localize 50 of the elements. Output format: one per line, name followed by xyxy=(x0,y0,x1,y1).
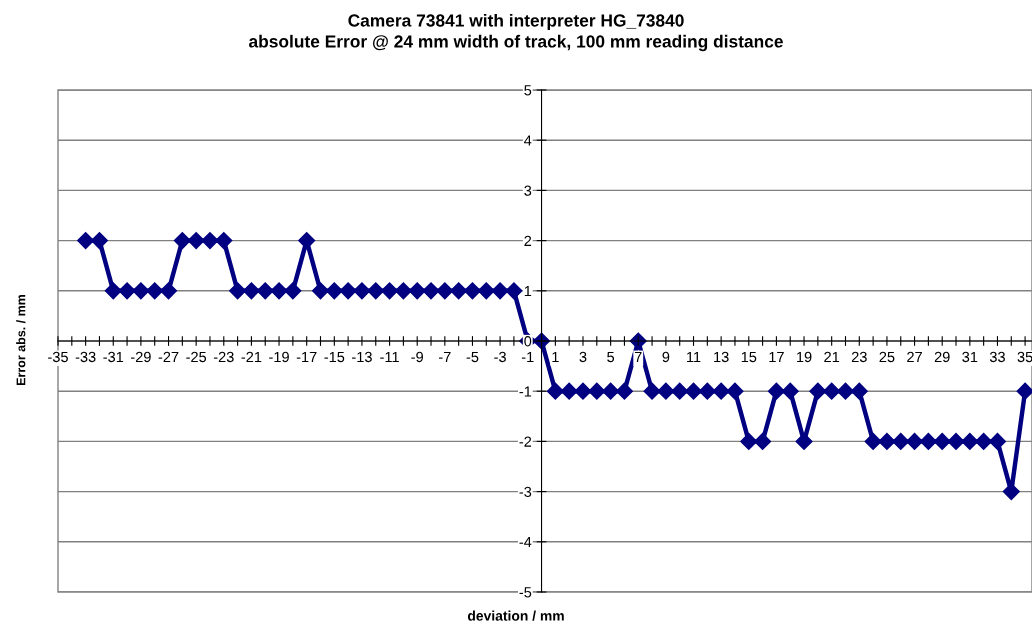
x-tick-label: 15 xyxy=(741,351,757,363)
x-tick-label: -5 xyxy=(466,351,479,363)
y-tick-label: 1 xyxy=(524,286,532,297)
x-tick-label: -9 xyxy=(411,351,423,363)
y-axis-title: Error abs. / mm xyxy=(16,294,26,386)
y-tick-label: -5 xyxy=(519,587,532,598)
chart-title: Camera 73841 with interpreter HG_73840 xyxy=(348,13,684,31)
x-tick-label: 35 xyxy=(1017,351,1032,363)
x-tick-label: -3 xyxy=(494,351,506,363)
x-tick-label: -25 xyxy=(186,351,207,363)
x-tick-label: -11 xyxy=(380,351,399,362)
y-tick-label: 3 xyxy=(524,185,532,196)
x-tick-label: 23 xyxy=(851,351,867,363)
x-tick-label: 5 xyxy=(607,351,615,363)
x-tick-label: 21 xyxy=(824,351,840,362)
x-tick-label: -15 xyxy=(324,351,345,363)
y-tick-label: 0 xyxy=(524,336,532,347)
x-tick-label: -33 xyxy=(75,351,96,363)
x-tick-label: 29 xyxy=(934,351,950,363)
x-tick-label: -17 xyxy=(296,351,317,362)
x-tick-label: 27 xyxy=(907,351,922,362)
x-tick-label: 19 xyxy=(797,351,812,363)
x-tick-label: 3 xyxy=(579,351,587,363)
x-tick-label: 33 xyxy=(989,351,1005,363)
x-tick-label: -29 xyxy=(131,351,151,363)
x-tick-label: -27 xyxy=(158,351,179,362)
x-tick-label: -19 xyxy=(269,351,289,363)
x-tick-label: 9 xyxy=(662,351,670,363)
x-tick-label: 17 xyxy=(769,351,784,362)
x-tick-label: -7 xyxy=(439,351,451,362)
x-tick-label: 1 xyxy=(552,351,559,362)
x-tick-label: 7 xyxy=(634,351,642,362)
x-tick-label: 11 xyxy=(687,351,701,362)
y-tick-label: 5 xyxy=(524,85,532,96)
x-tick-label: 13 xyxy=(714,351,729,363)
x-tick-label: -31 xyxy=(103,351,124,363)
x-axis-title: deviation / mm xyxy=(467,610,564,621)
y-tick-label: -3 xyxy=(519,486,532,498)
x-tick-label: -23 xyxy=(213,351,234,363)
x-tick-label: -13 xyxy=(352,351,372,363)
y-tick-label: 4 xyxy=(524,135,532,146)
y-tick-label: -4 xyxy=(519,537,532,548)
chart-subtitle: absolute Error @ 24 mm width of track, 100 mm reading distance xyxy=(249,34,783,52)
y-tick-label: -2 xyxy=(519,436,532,447)
x-tick-label: -35 xyxy=(48,351,68,363)
y-tick-label: 2 xyxy=(524,235,532,246)
y-tick-label: -1 xyxy=(519,386,532,397)
x-tick-label: 25 xyxy=(879,351,895,363)
x-tick-label: -21 xyxy=(241,351,262,362)
x-tick-label: 31 xyxy=(962,351,978,363)
